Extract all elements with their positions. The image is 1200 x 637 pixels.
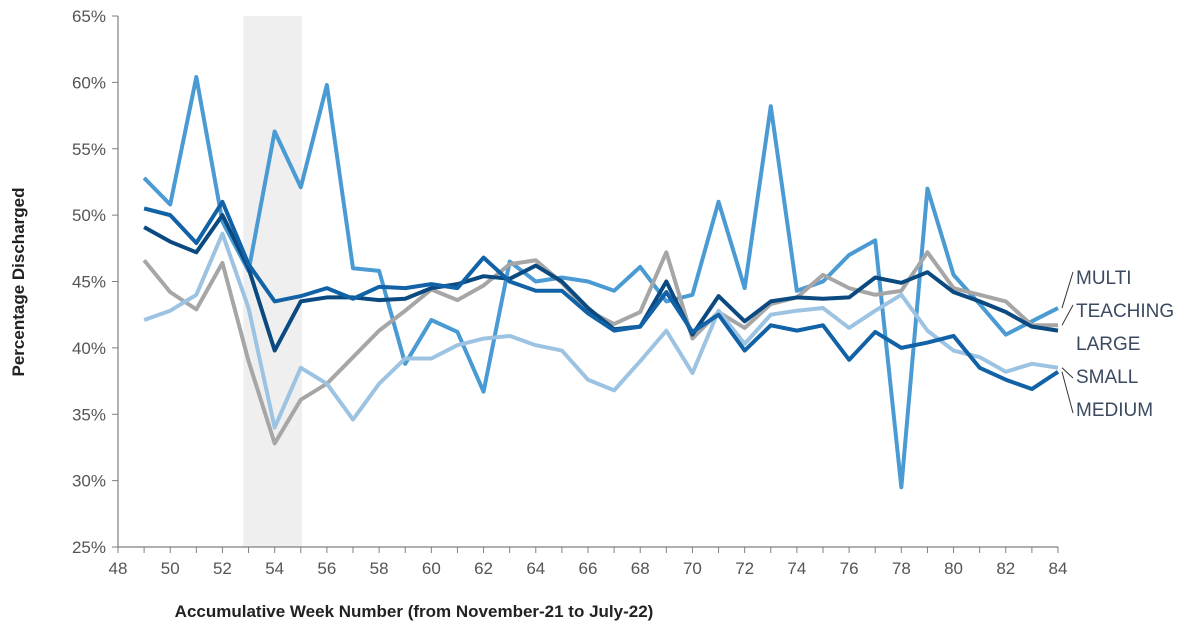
series-line-multi bbox=[142, 75, 1059, 490]
y-tick-label: 45% bbox=[72, 273, 106, 292]
y-axis-label: Percentage Discharged bbox=[9, 188, 28, 377]
legend-label-multi: MULTI bbox=[1076, 268, 1132, 289]
x-tick-label: 70 bbox=[683, 559, 702, 578]
legend-label-small: SMALL bbox=[1076, 367, 1138, 388]
x-tick-label: 78 bbox=[892, 559, 911, 578]
x-tick-label: 76 bbox=[840, 559, 859, 578]
legend-leader-line bbox=[1061, 367, 1074, 379]
series-line-small bbox=[143, 231, 1059, 430]
y-tick-label: 55% bbox=[72, 140, 106, 159]
x-tick-label: 50 bbox=[161, 559, 180, 578]
series-line-large bbox=[143, 213, 1059, 353]
x-tick-label: 60 bbox=[422, 559, 441, 578]
x-tick-label: 64 bbox=[526, 559, 545, 578]
x-tick-label: 68 bbox=[631, 559, 650, 578]
x-tick-label: 84 bbox=[1049, 559, 1068, 578]
y-tick-label: 50% bbox=[72, 206, 106, 225]
legend-leader-line bbox=[1061, 271, 1074, 309]
y-tick-label: 25% bbox=[72, 538, 106, 557]
x-tick-label: 62 bbox=[474, 559, 493, 578]
legend-label-medium: MEDIUM bbox=[1076, 400, 1153, 421]
legend-leader-line bbox=[1061, 371, 1074, 414]
legend-leader-line bbox=[1061, 304, 1074, 326]
y-tick-label: 60% bbox=[72, 73, 106, 92]
x-tick-label: 58 bbox=[370, 559, 389, 578]
y-tick-label: 65% bbox=[72, 7, 106, 26]
x-tick-label: 82 bbox=[996, 559, 1015, 578]
x-tick-label: 66 bbox=[579, 559, 598, 578]
x-tick-label: 54 bbox=[265, 559, 284, 578]
x-tick-label: 80 bbox=[944, 559, 963, 578]
y-tick-label: 30% bbox=[72, 472, 106, 491]
x-tick-label: 72 bbox=[735, 559, 754, 578]
x-tick-label: 74 bbox=[787, 559, 806, 578]
x-tick-label: 48 bbox=[109, 559, 128, 578]
x-axis-label: Accumulative Week Number (from November-… bbox=[175, 602, 654, 621]
legend-label-large: LARGE bbox=[1076, 334, 1140, 355]
x-tick-label: 52 bbox=[213, 559, 232, 578]
legend-label-teaching: TEACHING bbox=[1076, 301, 1174, 322]
series-line-medium bbox=[143, 199, 1060, 392]
y-tick-label: 35% bbox=[72, 405, 106, 424]
x-tick-label: 56 bbox=[317, 559, 336, 578]
y-tick-label: 40% bbox=[72, 339, 106, 358]
